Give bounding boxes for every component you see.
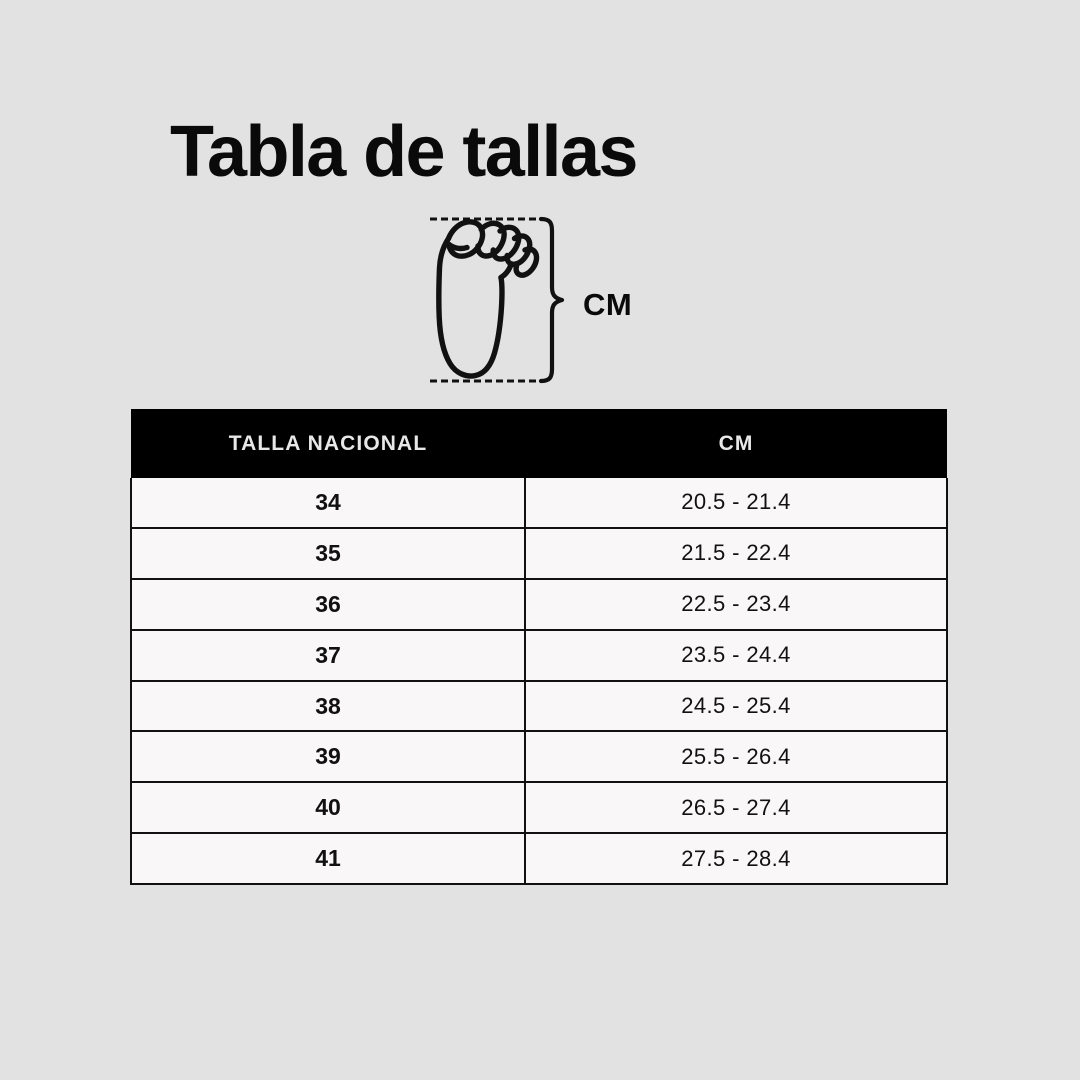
cell-cm: 27.5 - 28.4 xyxy=(524,832,948,886)
cell-talla: 41 xyxy=(130,832,526,886)
curly-brace-icon xyxy=(538,216,565,384)
cell-cm: 24.5 - 25.4 xyxy=(524,679,948,733)
cell-cm: 26.5 - 27.4 xyxy=(524,781,948,835)
cell-cm: 21.5 - 22.4 xyxy=(524,526,948,580)
table-row: 36 22.5 - 23.4 xyxy=(130,577,948,631)
cell-talla: 36 xyxy=(130,577,526,631)
cell-cm: 22.5 - 23.4 xyxy=(524,577,948,631)
table-row: 34 20.5 - 21.4 xyxy=(130,478,948,529)
cell-talla: 35 xyxy=(130,526,526,580)
column-header-talla-nacional: TALLA NACIONAL xyxy=(131,409,525,478)
table-row: 35 21.5 - 22.4 xyxy=(130,526,948,580)
cell-talla: 38 xyxy=(130,679,526,733)
cm-unit-label: CM xyxy=(583,287,633,322)
table-header: TALLA NACIONAL CM xyxy=(131,409,947,478)
cell-talla: 40 xyxy=(130,781,526,835)
cell-cm: 20.5 - 21.4 xyxy=(524,478,948,529)
table-row: 41 27.5 - 28.4 xyxy=(130,832,948,886)
foot-measurement-diagram: CM xyxy=(412,205,672,400)
size-table: TALLA NACIONAL CM 34 20.5 - 21.4 35 21.5… xyxy=(130,409,948,886)
size-table-container: TALLA NACIONAL CM 34 20.5 - 21.4 35 21.5… xyxy=(130,409,948,886)
table-header-row: TALLA NACIONAL CM xyxy=(131,409,947,478)
table-row: 37 23.5 - 24.4 xyxy=(130,628,948,682)
cell-cm: 25.5 - 26.4 xyxy=(524,730,948,784)
cell-talla: 39 xyxy=(130,730,526,784)
table-body: 34 20.5 - 21.4 35 21.5 - 22.4 36 22.5 - … xyxy=(130,478,948,886)
foot-diagram-svg xyxy=(430,216,565,384)
cell-talla: 37 xyxy=(130,628,526,682)
cell-cm: 23.5 - 24.4 xyxy=(524,628,948,682)
foot-outline-icon xyxy=(436,219,540,379)
table-row: 38 24.5 - 25.4 xyxy=(130,679,948,733)
table-row: 40 26.5 - 27.4 xyxy=(130,781,948,835)
cell-talla: 34 xyxy=(130,478,526,529)
page-title: Tabla de tallas xyxy=(170,112,638,192)
table-row: 39 25.5 - 26.4 xyxy=(130,730,948,784)
column-header-cm: CM xyxy=(525,409,947,478)
